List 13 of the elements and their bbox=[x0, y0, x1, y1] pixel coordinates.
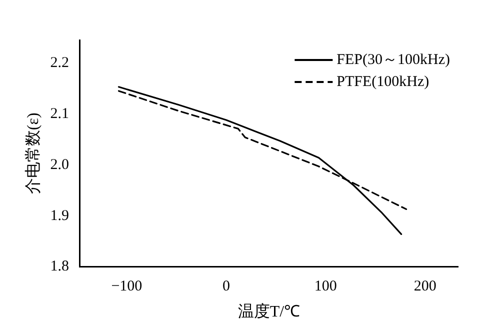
y-tick-label: 1.8 bbox=[50, 258, 69, 275]
legend-label: FEP(30～100kHz) bbox=[336, 52, 450, 68]
x-tick-label: −100 bbox=[111, 278, 142, 295]
y-tick-label: 1.9 bbox=[50, 208, 69, 224]
x-axis-title: 温度T/℃ bbox=[238, 302, 300, 321]
x-tick-label: 0 bbox=[222, 278, 230, 295]
x-tick-label: 100 bbox=[314, 278, 337, 295]
legend-label: PTFE(100kHz) bbox=[336, 74, 430, 90]
x-tick-label: 200 bbox=[414, 278, 436, 295]
y-axis-title: 介电常数(ε) bbox=[24, 112, 42, 194]
y-tick-label: 2.2 bbox=[50, 54, 69, 71]
y-tick-label: 2.1 bbox=[50, 106, 69, 122]
y-tick-label: 2.0 bbox=[50, 156, 69, 173]
